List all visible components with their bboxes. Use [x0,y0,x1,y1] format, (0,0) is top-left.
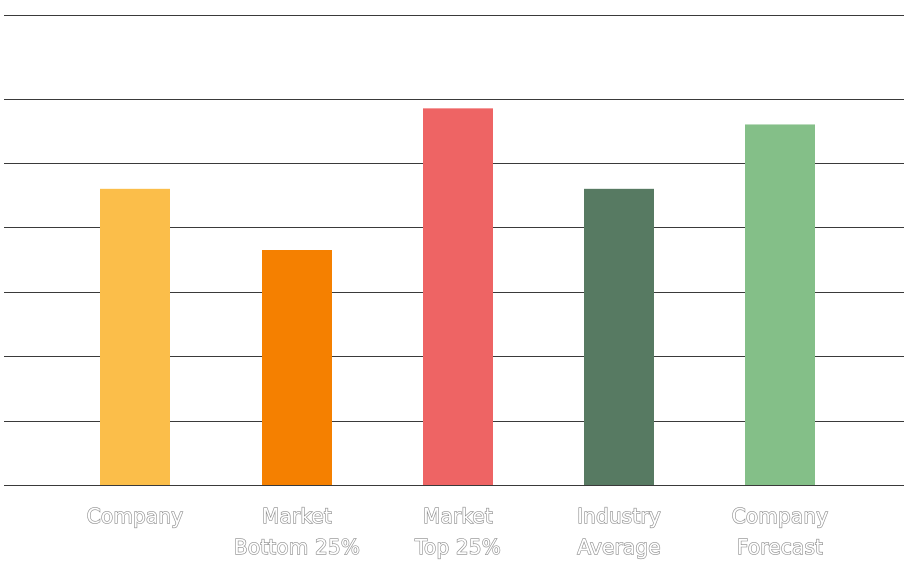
bar-3 [584,188,654,485]
bar-1 [262,250,332,485]
x-tick-label-line: Top 25% [414,535,501,559]
x-tick-label-1: Market Bottom 25% [234,504,360,559]
bars [100,108,815,485]
bar-0 [100,188,170,485]
bar-2 [423,108,493,485]
x-tick-label-line: Company [732,504,829,528]
x-tick-label-line: Market [262,504,332,528]
x-tick-label-2: Market Top 25% [414,504,501,559]
x-tick-label-3: Industry Average [577,504,661,559]
x-tick-label-line: Bottom 25% [234,535,360,559]
x-tick-label-0: Company [87,504,184,528]
category-labels: Company Market Bottom 25% Market Top 25% Indu… [86,503,829,559]
bar-4 [745,124,815,485]
x-tick-label-line: Industry [577,504,661,528]
x-tick-label-line: Average [577,535,661,559]
x-tick-label-line: Company [87,504,184,528]
x-tick-label-line: Forecast [737,535,823,559]
x-tick-label-line: Market [423,504,493,528]
x-tick-label-4: Company Forecast [732,504,829,559]
